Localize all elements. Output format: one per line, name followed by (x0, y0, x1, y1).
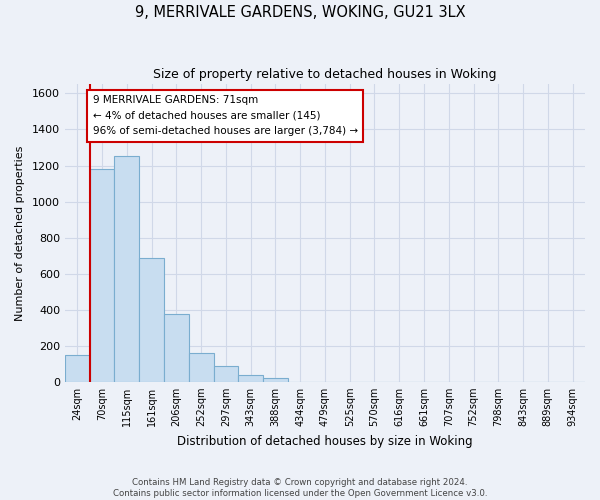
Bar (89, 169, 115, 382)
Y-axis label: Number of detached properties: Number of detached properties (15, 146, 25, 321)
X-axis label: Distribution of detached houses by size in Woking: Distribution of detached houses by size … (177, 434, 473, 448)
Bar (164, 314, 189, 382)
Bar (238, 376, 263, 382)
Text: 9, MERRIVALE GARDENS, WOKING, GU21 3LX: 9, MERRIVALE GARDENS, WOKING, GU21 3LX (134, 5, 466, 20)
Text: 9 MERRIVALE GARDENS: 71sqm
← 4% of detached houses are smaller (145)
96% of semi: 9 MERRIVALE GARDENS: 71sqm ← 4% of detac… (92, 96, 358, 136)
Bar (139, 258, 164, 382)
Bar (65, 355, 89, 382)
Bar (115, 156, 139, 382)
Text: Contains HM Land Registry data © Crown copyright and database right 2024.
Contai: Contains HM Land Registry data © Crown c… (113, 478, 487, 498)
Title: Size of property relative to detached houses in Woking: Size of property relative to detached ho… (153, 68, 497, 80)
Bar (214, 366, 238, 382)
Bar (263, 378, 288, 382)
Bar (189, 353, 214, 382)
